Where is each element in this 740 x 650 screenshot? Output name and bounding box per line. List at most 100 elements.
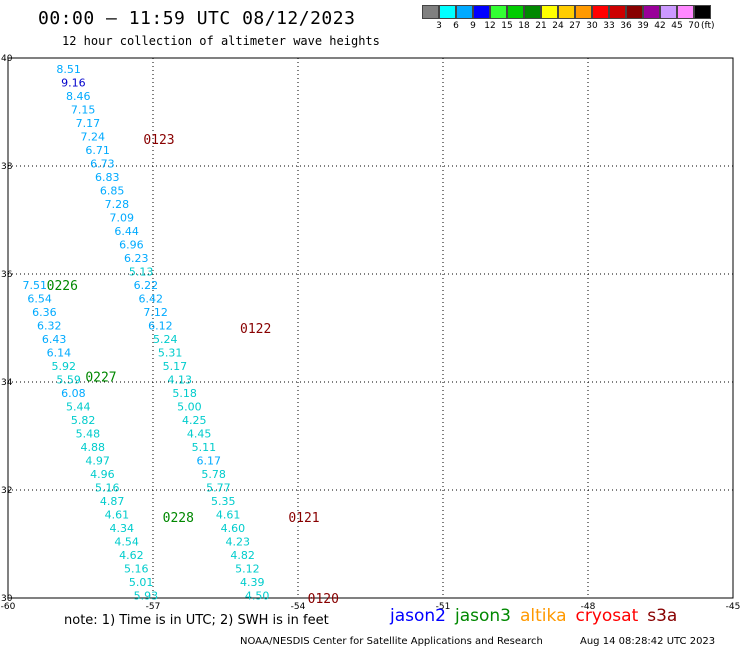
- pass-0226: 7.516.546.366.326.436.145.92 0226: [23, 279, 78, 373]
- wave-height-value: 7.09: [110, 211, 135, 224]
- x-tick-label: -60: [1, 602, 16, 612]
- legend-swatch: [660, 5, 677, 19]
- legend-label: 30: [586, 21, 598, 31]
- wave-height-value: 5.00: [177, 400, 202, 413]
- legend-swatch: [677, 5, 694, 19]
- wave-height-value: 4.13: [168, 373, 193, 386]
- legend-swatch: [643, 5, 660, 19]
- x-tick-label: -45: [726, 602, 740, 612]
- wave-height-value: 6.73: [90, 157, 115, 170]
- wave-height-value: 5.48: [76, 427, 101, 440]
- wave-height-value: 4.87: [100, 495, 125, 508]
- wave-height-value: 5.59: [56, 373, 80, 386]
- timestamp-text: Aug 14 08:28:42 UTC 2023: [580, 636, 716, 647]
- wave-height-value: 7.24: [81, 130, 106, 143]
- legend-label: 15: [501, 21, 513, 31]
- y-tick-label: 32: [1, 486, 12, 496]
- wave-height-value: 6.42: [139, 292, 164, 305]
- wave-height-value: 8.46: [66, 90, 91, 103]
- satellite-legend-item: cryosat: [575, 606, 639, 626]
- wave-height-value: 5.17: [163, 360, 188, 373]
- wave-height-value: 6.17: [197, 454, 222, 467]
- wave-height-value: 4.34: [110, 522, 135, 535]
- legend-swatch: [558, 5, 575, 19]
- legend-swatch: [541, 5, 558, 19]
- wave-height-value: 4.50: [245, 589, 269, 602]
- wave-height-value: 4.96: [90, 468, 115, 481]
- legend-label: 24: [552, 21, 564, 31]
- pass-label: 0121: [288, 511, 319, 526]
- wave-height-value: 4.54: [114, 535, 139, 548]
- footnote: note: 1) Time is in UTC; 2) SWH is in fe…: [64, 613, 329, 628]
- wave-height-value: 8.51: [56, 63, 80, 76]
- legend-swatch: [592, 5, 609, 19]
- wave-height-value: 5.01: [129, 576, 154, 589]
- wave-height-value: 5.11: [192, 441, 217, 454]
- wave-height-value: 4.88: [81, 441, 106, 454]
- wave-height-value: 7.51: [23, 279, 48, 292]
- legend-swatch: [422, 5, 439, 19]
- legend-swatch: [626, 5, 643, 19]
- x-tick-label: -51: [436, 602, 451, 612]
- wave-height-value: 4.97: [85, 454, 110, 467]
- satellite-legend-item: jason2: [390, 606, 446, 626]
- wave-height-value: 4.25: [182, 414, 207, 427]
- wave-height-value: 4.45: [187, 427, 212, 440]
- wave-height-value: 7.12: [143, 306, 168, 319]
- wave-height-value: 5.92: [52, 360, 77, 373]
- x-tick-label: -54: [291, 602, 306, 612]
- legend-swatch: [439, 5, 456, 19]
- y-tick-label: 30: [1, 594, 13, 604]
- legend-label: 33: [603, 21, 615, 31]
- wave-height-value: 6.32: [37, 319, 62, 332]
- wave-height-value: 6.23: [124, 252, 149, 265]
- wave-height-value: 5.44: [66, 400, 91, 413]
- wave-height-value: 6.54: [27, 292, 52, 305]
- satellite-legend-item: s3a: [647, 606, 678, 626]
- satellite-legend: jason2 jason3 altika cryosat s3a: [390, 606, 686, 626]
- pass-label: 0120: [308, 592, 339, 607]
- legend-label: 27: [569, 21, 581, 31]
- pass-0228: 4.625.165.015.93 0228: [119, 511, 194, 602]
- y-tick-label: 36: [1, 270, 13, 280]
- wave-height-value: 6.83: [95, 171, 120, 184]
- credit-text: NOAA/NESDIS Center for Satellite Applica…: [240, 636, 543, 647]
- pass-0227: 5.596.085.445.825.484.884.974.965.164.87…: [56, 371, 139, 549]
- y-tick-label: 38: [1, 162, 13, 172]
- legend-label: 36: [620, 21, 632, 31]
- wave-height-value: 6.36: [32, 306, 57, 319]
- satellite-legend-item: jason3: [455, 606, 511, 626]
- wave-height-value: 6.85: [100, 184, 125, 197]
- legend-label: 70: [688, 21, 700, 31]
- wave-height-value: 5.24: [153, 333, 178, 346]
- wave-height-value: 7.15: [71, 103, 96, 116]
- wave-height-value: 4.23: [226, 535, 251, 548]
- legend-swatch: [609, 5, 626, 19]
- legend-label: 45: [671, 21, 683, 31]
- pass-label: 0228: [163, 511, 194, 526]
- legend-label: 3: [436, 21, 442, 31]
- legend-unit: (ft): [701, 21, 715, 31]
- wave-height-value: 6.43: [42, 333, 66, 346]
- pass-label: 0122: [240, 322, 271, 337]
- wave-height-value: 4.60: [221, 522, 246, 535]
- legend-swatch: [694, 5, 711, 19]
- wave-height-value: 5.13: [129, 265, 154, 278]
- wave-height-value: 4.62: [119, 549, 143, 562]
- wave-height-value: 5.93: [134, 589, 159, 602]
- wave-height-value: 5.16: [95, 481, 120, 494]
- wave-height-value: 5.16: [124, 562, 149, 575]
- wave-height-value: 7.28: [105, 198, 129, 211]
- x-tick-label: -57: [146, 602, 161, 612]
- pass-label: 0227: [85, 371, 116, 386]
- legend-swatch: [507, 5, 524, 19]
- pass-0121: 4.234.825.124.394.50 0121: [226, 511, 320, 602]
- pass-0120: 0120: [308, 592, 339, 607]
- x-tick-label: -48: [581, 602, 596, 612]
- map-frame: [7, 57, 734, 599]
- wave-height-value: 6.08: [61, 387, 86, 400]
- y-tick-label: 40: [1, 54, 13, 64]
- legend-label: 39: [637, 21, 649, 31]
- wave-height-value: 6.12: [148, 319, 173, 332]
